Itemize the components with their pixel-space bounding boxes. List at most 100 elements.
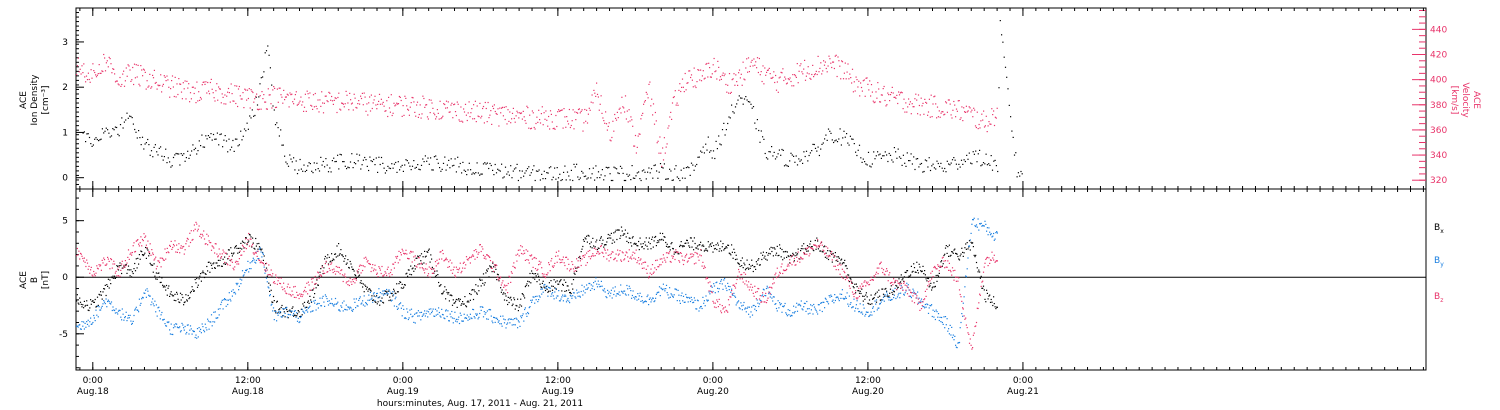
density-point (783, 165, 786, 167)
by-point (741, 309, 743, 311)
by-point (510, 318, 512, 320)
velocity-point (595, 95, 597, 97)
bx-point (140, 250, 142, 252)
by-point (903, 293, 905, 295)
bx-point (582, 245, 584, 248)
velocity-point (907, 106, 909, 108)
by-point (769, 291, 771, 293)
velocity-point (91, 77, 93, 79)
bz-point (77, 254, 79, 256)
by-point (515, 317, 517, 319)
velocity-point (114, 73, 116, 75)
bz-point (93, 270, 95, 273)
density-point (591, 173, 593, 175)
density-point (317, 168, 319, 170)
density-point (175, 152, 177, 155)
density-point (579, 177, 581, 179)
density-point (144, 143, 146, 145)
by-point (627, 294, 630, 296)
bx-point (382, 302, 385, 304)
bx-point (667, 246, 669, 248)
bx-point (486, 270, 488, 272)
bz-point (109, 268, 111, 270)
by-point (276, 312, 278, 314)
bx-point (943, 254, 945, 257)
bz-point (210, 249, 213, 251)
by-point (708, 291, 710, 293)
by-point (240, 283, 242, 285)
bx-point (428, 248, 430, 250)
bx-point (758, 264, 761, 266)
bx-point (251, 246, 253, 248)
density-point (188, 157, 190, 159)
bz-point (220, 257, 222, 259)
by-point (321, 297, 323, 299)
bx-point (592, 237, 594, 239)
by-point (582, 294, 584, 296)
density-point (113, 129, 115, 131)
velocity-point (164, 76, 166, 78)
bx-point (558, 281, 561, 283)
bz-point (150, 254, 152, 256)
bx-point (508, 301, 510, 304)
density-point (777, 153, 779, 155)
by-point (479, 306, 481, 308)
density-point (799, 160, 801, 162)
density-point (809, 152, 811, 154)
by-point (152, 298, 154, 300)
bz-point (265, 270, 267, 272)
bx-point (894, 281, 896, 283)
bx-point (465, 305, 467, 307)
by-point (394, 298, 396, 300)
by-point (86, 321, 88, 323)
bx-point (351, 268, 354, 270)
bz-point (279, 282, 281, 284)
velocity-point (836, 75, 838, 78)
velocity-point (139, 85, 141, 87)
by-point (468, 316, 470, 318)
bz-point (187, 238, 189, 240)
bx-point (238, 251, 240, 253)
by-point (105, 298, 107, 300)
velocity-point (548, 115, 550, 118)
bx-point (709, 244, 711, 246)
bx-point (892, 293, 894, 295)
velocity-point (232, 100, 234, 102)
by-point (477, 318, 479, 320)
density-point (566, 171, 569, 173)
velocity-point (417, 116, 419, 118)
density-point (216, 132, 218, 134)
density-point (957, 168, 959, 170)
by-point (658, 291, 660, 293)
bx-point (621, 230, 623, 232)
by-point (755, 310, 757, 312)
by-point (133, 314, 135, 317)
velocity-point (116, 80, 118, 82)
bx-point (799, 258, 801, 260)
by-point (124, 316, 126, 318)
velocity-point (317, 99, 319, 101)
bx-point (793, 254, 795, 256)
velocity-point (954, 104, 956, 106)
velocity-point (702, 70, 704, 72)
velocity-point (816, 73, 818, 76)
bz-point (115, 270, 117, 272)
density-point (623, 179, 625, 182)
by-point (711, 286, 713, 288)
density-point (725, 129, 727, 131)
density-point (802, 162, 804, 164)
by-point (341, 306, 343, 308)
velocity-point (435, 118, 437, 120)
density-point (110, 135, 113, 137)
bx-point (937, 275, 940, 277)
bz-point (86, 259, 88, 261)
bz-point (138, 243, 140, 245)
velocity-point (544, 118, 546, 120)
density-point (170, 166, 172, 168)
bx-point (514, 308, 516, 310)
density-point (533, 165, 535, 167)
density-point (284, 155, 286, 157)
by-point (613, 290, 616, 292)
density-point (652, 177, 654, 179)
bx-point (814, 239, 816, 242)
